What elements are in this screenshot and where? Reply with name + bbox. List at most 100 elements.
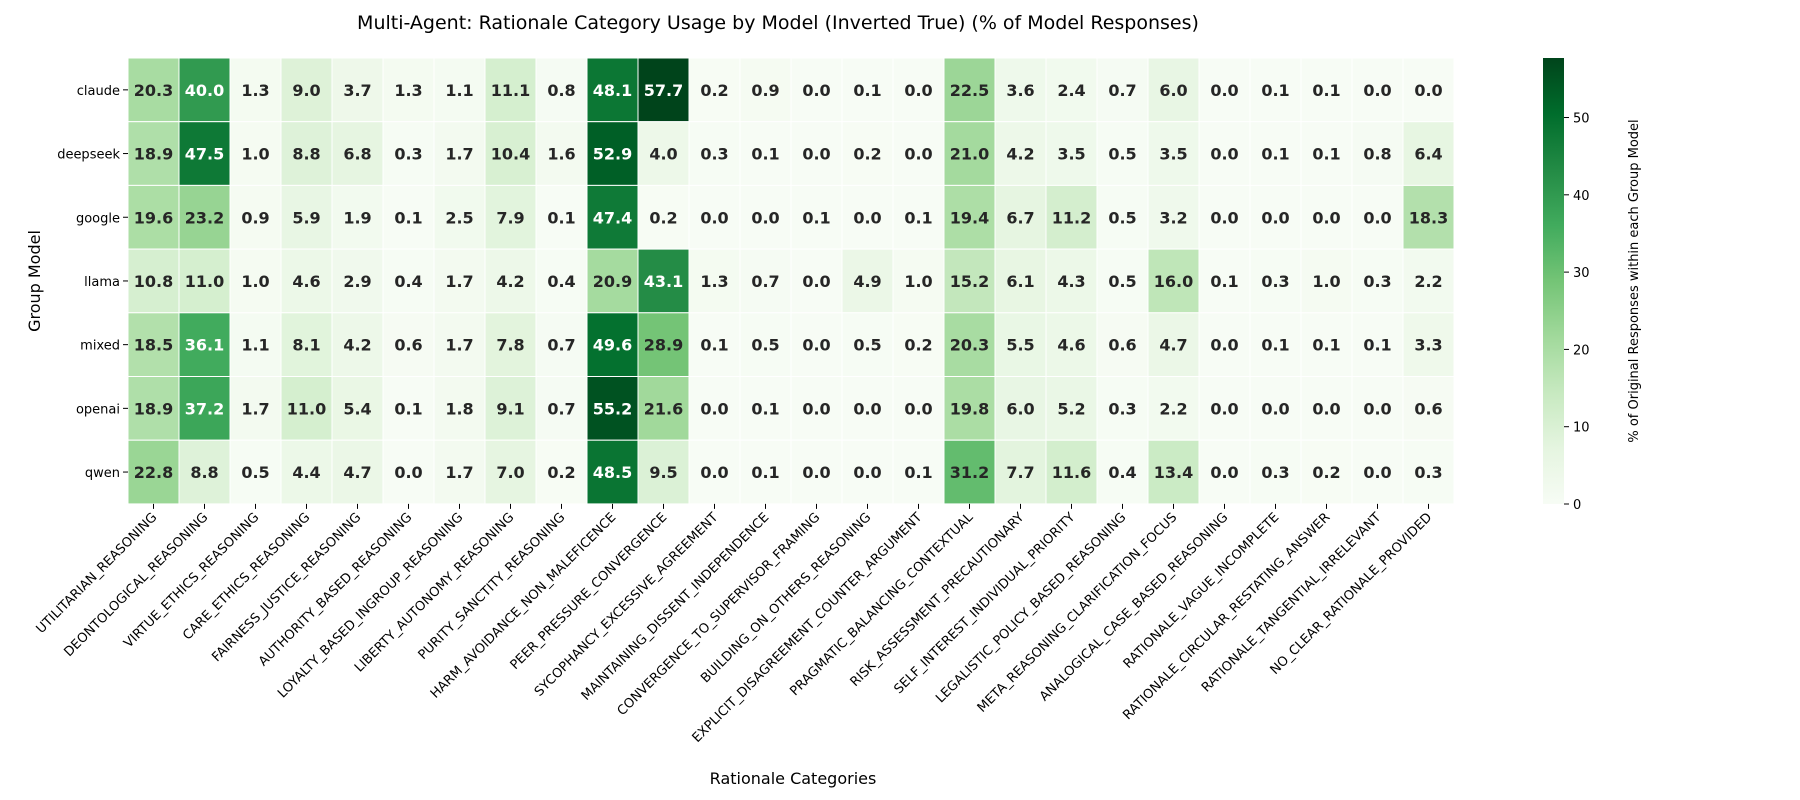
cell-value-label: 0.1 bbox=[1261, 145, 1289, 164]
cell-value-label: 57.7 bbox=[644, 81, 683, 100]
heatmap-cell bbox=[178, 57, 231, 123]
cell-value-label: 0.2 bbox=[547, 463, 575, 482]
cell-value-label: 0.9 bbox=[241, 208, 269, 227]
cell-value-label: 19.8 bbox=[950, 399, 989, 418]
cell-value-label: 0.1 bbox=[394, 208, 422, 227]
cell-value-label: 0.7 bbox=[547, 399, 575, 418]
cell-value-label: 9.0 bbox=[292, 81, 320, 100]
heatmap-cell bbox=[688, 439, 741, 505]
cell-value-label: 9.5 bbox=[649, 463, 677, 482]
heatmap-cell bbox=[1096, 376, 1149, 441]
heatmap-cell bbox=[790, 312, 843, 377]
cell-value-label: 0.4 bbox=[547, 272, 575, 291]
heatmap-cell bbox=[484, 312, 537, 377]
cell-value-label: 43.1 bbox=[644, 272, 683, 291]
cell-value-label: 11.2 bbox=[1052, 208, 1091, 227]
heatmap-cell bbox=[1198, 439, 1251, 505]
heatmap-cell bbox=[1198, 312, 1251, 377]
heatmap-cells: 20.3 40.0 1.3 9.0 3.7 1.3 1.1 11.1 0.8 48.1 57.7 0.… bbox=[127, 57, 1455, 505]
heatmap-cell bbox=[1096, 57, 1149, 123]
cell-value-label: 21.0 bbox=[950, 145, 989, 164]
heatmap-cell bbox=[790, 121, 843, 186]
cell-value-label: 4.6 bbox=[292, 272, 320, 291]
cell-value-label: 4.6 bbox=[1057, 336, 1085, 355]
heatmap-cell bbox=[637, 439, 690, 505]
heatmap-cell bbox=[1147, 248, 1200, 314]
heatmap-cell bbox=[688, 184, 741, 250]
cell-value-label: 11.6 bbox=[1052, 463, 1091, 482]
heatmap-cell bbox=[382, 248, 435, 314]
cell-value-label: 0.0 bbox=[853, 208, 881, 227]
cell-value-label: 23.2 bbox=[185, 208, 224, 227]
heatmap-cell bbox=[688, 312, 741, 377]
cell-value-label: 6.0 bbox=[1159, 81, 1187, 100]
colorbar-ticks: 0 10 20 30 40 50 bbox=[1564, 112, 1590, 513]
cell-value-label: 0.0 bbox=[1210, 399, 1238, 418]
heatmap-cell bbox=[1351, 121, 1404, 186]
heatmap-cell bbox=[994, 376, 1047, 441]
cell-value-label: 0.0 bbox=[1210, 336, 1238, 355]
cell-value-label: 1.7 bbox=[445, 272, 473, 291]
cell-value-label: 0.0 bbox=[853, 399, 881, 418]
cell-value-label: 2.2 bbox=[1159, 399, 1187, 418]
cell-value-label: 20.3 bbox=[950, 336, 989, 355]
heatmap-cell bbox=[943, 121, 996, 186]
cell-value-label: 8.1 bbox=[292, 336, 320, 355]
cell-value-label: 1.3 bbox=[700, 272, 728, 291]
heatmap-cell bbox=[1402, 121, 1455, 186]
colorbar-tick-label: 20 bbox=[1573, 343, 1590, 358]
cell-value-label: 0.3 bbox=[1363, 272, 1391, 291]
heatmap-cell bbox=[382, 439, 435, 505]
heatmap-cell bbox=[1147, 376, 1200, 441]
cell-value-label: 9.1 bbox=[496, 399, 524, 418]
heatmap-cell bbox=[841, 184, 894, 250]
cell-value-label: 0.0 bbox=[1312, 208, 1340, 227]
heatmap-cell bbox=[1198, 121, 1251, 186]
heatmap-cell bbox=[229, 248, 282, 314]
cell-value-label: 2.4 bbox=[1057, 81, 1085, 100]
cell-value-label: 4.2 bbox=[343, 336, 371, 355]
heatmap-cell bbox=[1045, 248, 1098, 314]
cell-value-label: 20.3 bbox=[134, 81, 173, 100]
heatmap-cell bbox=[1198, 184, 1251, 250]
cell-value-label: 7.7 bbox=[1006, 463, 1034, 482]
heatmap-cell bbox=[229, 184, 282, 250]
heatmap-cell bbox=[127, 312, 180, 377]
cell-value-label: 0.0 bbox=[853, 463, 881, 482]
cell-value-label: 0.0 bbox=[1363, 81, 1391, 100]
cell-value-label: 22.8 bbox=[134, 463, 173, 482]
heatmap-cell bbox=[790, 57, 843, 123]
cell-value-label: 3.2 bbox=[1159, 208, 1187, 227]
heatmap-cell bbox=[280, 184, 333, 250]
heatmap-cell bbox=[280, 376, 333, 441]
cell-value-label: 4.2 bbox=[1006, 145, 1034, 164]
cell-value-label: 47.5 bbox=[185, 145, 224, 164]
cell-value-label: 0.6 bbox=[394, 336, 422, 355]
heatmap-cell bbox=[484, 57, 537, 123]
cell-value-label: 0.2 bbox=[649, 208, 677, 227]
cell-value-label: 22.5 bbox=[950, 81, 989, 100]
heatmap-cell bbox=[790, 184, 843, 250]
heatmap-cell bbox=[280, 312, 333, 377]
heatmap-cell bbox=[739, 248, 792, 314]
heatmap-cell bbox=[484, 439, 537, 505]
x-tick-label: HARM_AVOIDANCE_NON_MALEFICENCE bbox=[428, 510, 619, 701]
cell-value-label: 10.8 bbox=[134, 272, 173, 291]
cell-value-label: 11.0 bbox=[287, 399, 326, 418]
cell-value-label: 0.0 bbox=[700, 399, 728, 418]
cell-value-label: 0.7 bbox=[1108, 81, 1136, 100]
heatmap-cell bbox=[1249, 121, 1302, 186]
cell-value-label: 4.7 bbox=[343, 463, 371, 482]
cell-value-label: 0.1 bbox=[1312, 145, 1340, 164]
heatmap-cell bbox=[1402, 376, 1455, 441]
cell-value-label: 0.0 bbox=[700, 463, 728, 482]
x-tick-label: LEGALISTIC_POLICY_BASED_REASONING bbox=[933, 510, 1129, 706]
cell-value-label: 0.0 bbox=[751, 208, 779, 227]
cell-value-label: 0.5 bbox=[1108, 145, 1136, 164]
cell-value-label: 0.5 bbox=[241, 463, 269, 482]
heatmap-cell bbox=[382, 312, 435, 377]
heatmap-cell bbox=[1198, 248, 1251, 314]
heatmap-cell bbox=[892, 248, 945, 314]
heatmap-cell bbox=[1351, 312, 1404, 377]
